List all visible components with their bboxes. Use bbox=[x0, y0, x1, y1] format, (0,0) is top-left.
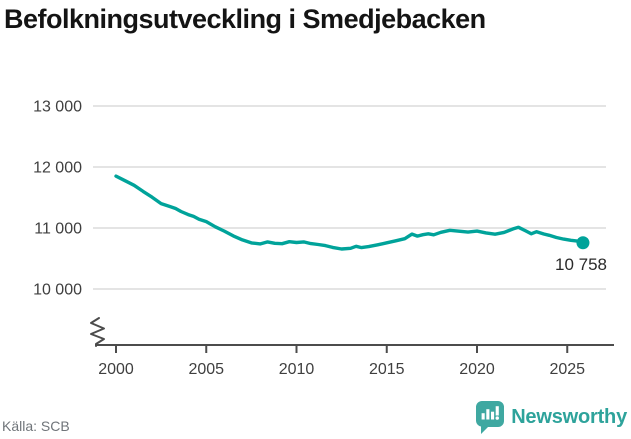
newsworthy-logo: Newsworthy bbox=[476, 401, 627, 434]
x-tick-label-2025: 2025 bbox=[549, 361, 585, 378]
source-attribution: Källa: SCB bbox=[2, 418, 70, 434]
y-tick-label-12000: 12 000 bbox=[33, 160, 82, 177]
y-tick-label-13000: 13 000 bbox=[33, 99, 82, 116]
x-tick-label-2020: 2020 bbox=[459, 361, 495, 378]
population-series-line bbox=[114, 174, 585, 251]
x-tick-label-2010: 2010 bbox=[279, 361, 315, 378]
y-tick-label-10000: 10 000 bbox=[33, 282, 82, 299]
series-end-value-label: 10 758 bbox=[555, 255, 607, 274]
chart-title: Befolkningsutveckling i Smedjebacken bbox=[4, 4, 486, 34]
x-tick-label-2005: 2005 bbox=[188, 361, 224, 378]
axis-break-squiggle-icon bbox=[90, 317, 105, 347]
y-tick-label-11000: 11 000 bbox=[34, 221, 82, 238]
x-tick-label-2015: 2015 bbox=[369, 361, 405, 378]
newsworthy-wordmark: Newsworthy bbox=[511, 406, 627, 428]
series-end-dot bbox=[576, 236, 590, 250]
x-tick-label-2000: 2000 bbox=[98, 361, 134, 378]
newsworthy-bars-badge-icon bbox=[476, 401, 505, 434]
